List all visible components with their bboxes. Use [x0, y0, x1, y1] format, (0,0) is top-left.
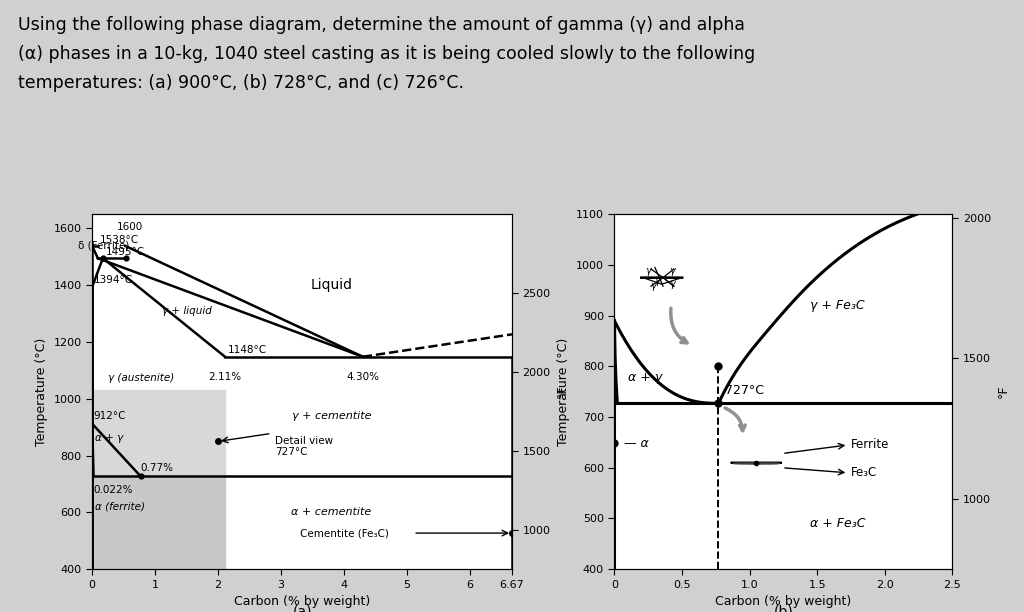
Y-axis label: °F: °F	[556, 385, 569, 398]
Text: Using the following phase diagram, determine the amount of gamma (γ) and alpha
(: Using the following phase diagram, deter…	[18, 16, 756, 92]
Text: α + Fe₃C: α + Fe₃C	[810, 517, 865, 530]
Text: 2.11%: 2.11%	[209, 372, 242, 382]
Text: γ + cementite: γ + cementite	[292, 411, 371, 421]
Polygon shape	[92, 476, 225, 569]
Text: γ + liquid: γ + liquid	[162, 306, 212, 316]
Text: 1538°C: 1538°C	[99, 235, 139, 245]
Y-axis label: Temperature (°C): Temperature (°C)	[35, 338, 48, 446]
Text: δ (Ferrite): δ (Ferrite)	[78, 241, 130, 250]
Text: 1148°C: 1148°C	[227, 345, 266, 355]
Text: γ: γ	[670, 279, 676, 289]
Text: α + γ: α + γ	[94, 433, 123, 443]
Text: γ: γ	[650, 281, 656, 291]
Text: α + γ: α + γ	[628, 371, 663, 384]
X-axis label: Carbon (% by weight): Carbon (% by weight)	[715, 595, 852, 608]
Text: 4.30%: 4.30%	[346, 372, 379, 382]
Text: γ: γ	[645, 266, 651, 276]
Text: 1394°C: 1394°C	[93, 275, 132, 285]
Text: γ: γ	[670, 266, 676, 276]
Text: Ferrite: Ferrite	[851, 438, 889, 452]
Polygon shape	[92, 424, 140, 476]
Polygon shape	[92, 390, 225, 476]
Text: (a): (a)	[292, 604, 312, 612]
Text: Detail view
727°C: Detail view 727°C	[274, 436, 333, 457]
Text: Liquid: Liquid	[310, 278, 352, 292]
Text: Fe₃C: Fe₃C	[851, 466, 878, 479]
Text: 0.022%: 0.022%	[94, 485, 133, 495]
Text: γ + Fe₃C: γ + Fe₃C	[810, 299, 864, 312]
Text: α (ferrite): α (ferrite)	[94, 501, 144, 511]
Text: γ: γ	[654, 276, 660, 286]
Text: α + cementite: α + cementite	[291, 507, 372, 517]
Text: 912°C: 912°C	[93, 411, 126, 421]
Text: γ (austenite): γ (austenite)	[108, 373, 174, 383]
Text: — α: — α	[624, 437, 648, 450]
Y-axis label: °F: °F	[996, 385, 1010, 398]
Text: (b): (b)	[773, 604, 794, 612]
X-axis label: Carbon (% by weight): Carbon (% by weight)	[233, 595, 371, 608]
Text: 727°C: 727°C	[725, 384, 764, 397]
Text: 1600: 1600	[117, 222, 143, 232]
Text: 1495°C: 1495°C	[106, 247, 145, 257]
Y-axis label: Temperature (°C): Temperature (°C)	[557, 338, 570, 446]
Text: Cementite (Fe₃C): Cementite (Fe₃C)	[300, 528, 389, 538]
Text: 0.77%: 0.77%	[140, 463, 174, 474]
